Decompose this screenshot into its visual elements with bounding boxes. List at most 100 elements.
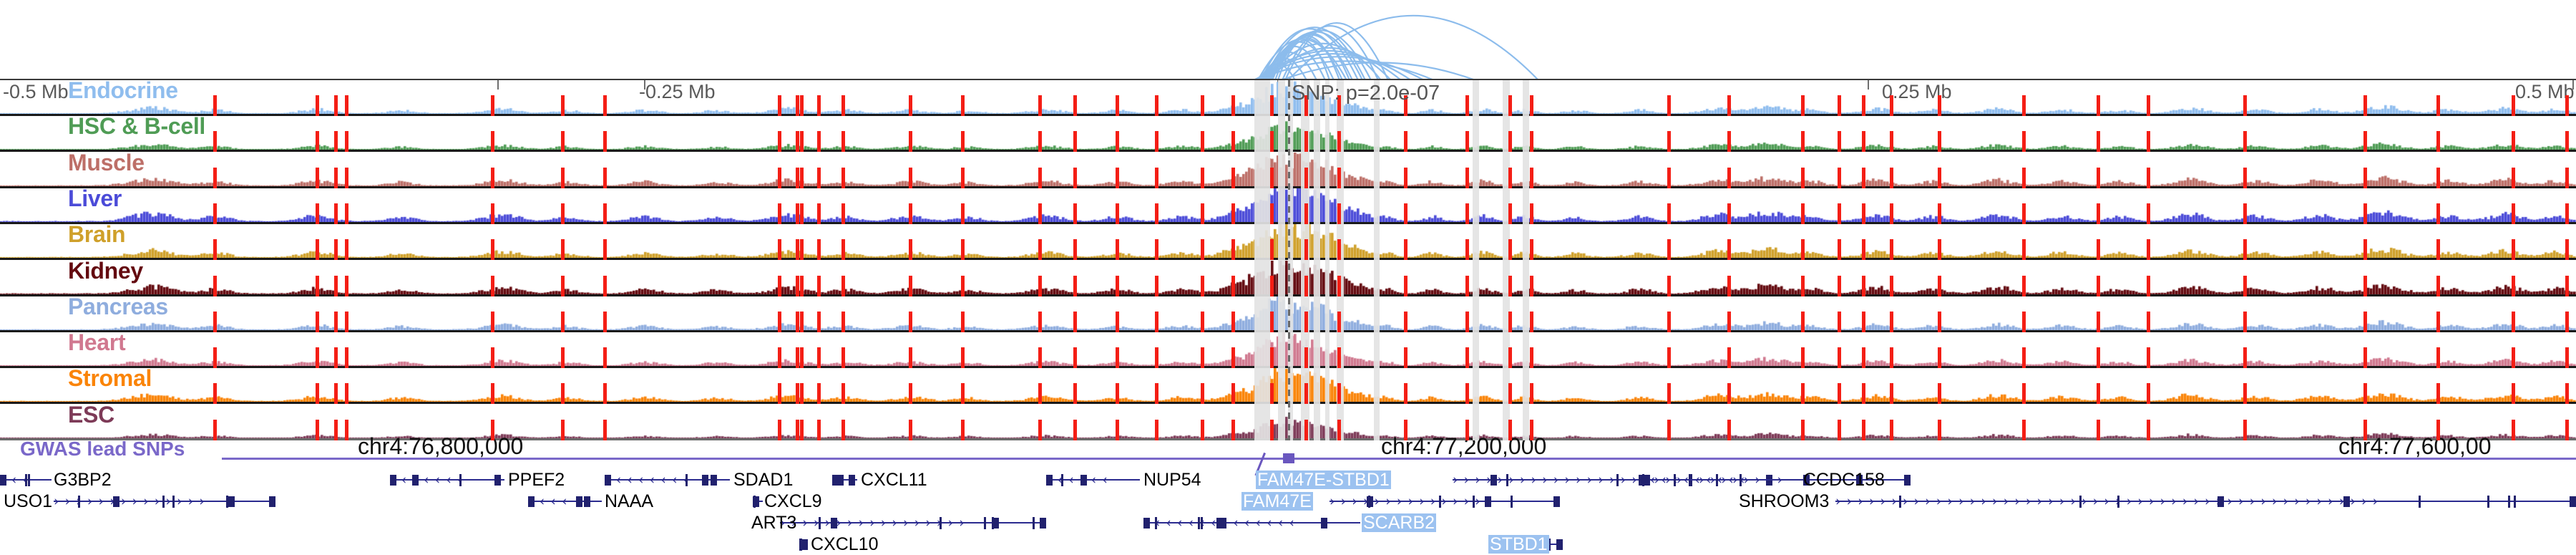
signal-track-hsc-b-cell[interactable]: HSC & B-cell [0,113,2576,153]
track-label-muscle: Muscle [68,149,145,175]
gene-terminal-exon [832,475,839,486]
gene-label-scarb2[interactable]: SCARB2 [1362,513,1437,533]
gene-exon [2079,496,2082,508]
gene-exon [1740,474,1742,486]
gene-label-fam47e-stbd1[interactable]: FAM47E-STBD1 [1256,470,1391,490]
track-label-heart: Heart [68,329,126,356]
gene-strand-arrows: › › › › › › › › › › › › › › › › › › › › … [1835,494,2379,508]
gene-label-uso1[interactable]: USO1 [4,491,53,511]
gene-scarb2[interactable]: ‹ ‹ ‹ ‹ ‹ ‹ ‹ ‹ ‹ ‹ ‹ ‹ ‹ ‹ [1143,512,1360,534]
gene-uso1[interactable]: › › › › › › › › › › › › › › [54,491,275,512]
gene-ppef2[interactable]: ‹ ‹ ‹ ‹ ‹ ‹ ‹ [390,469,504,491]
gene-exon [686,474,688,486]
gene-label-fam47e[interactable]: FAM47E [1241,491,1313,511]
gene-nup54[interactable]: ‹ ‹ ‹ ‹ ‹ ‹ [1046,469,1140,491]
gene-exon [2117,496,2119,508]
gene-exon [1155,517,1157,529]
gwas-lead-snps-track[interactable]: GWAS lead SNPs chr4:76,800,000 chr4:77,20… [0,433,2576,476]
signal-track-liver[interactable]: Liver [0,185,2576,224]
gene-g3bp2[interactable]: ‹ ‹ ‹ [0,469,52,491]
gene-label-ppef2[interactable]: PPEF2 [508,470,565,490]
gene-naaa[interactable]: ‹ ‹ ‹ ‹ [528,491,602,512]
interaction-arc [1254,53,1412,80]
signal-track-muscle[interactable]: Muscle [0,149,2576,188]
gene-exon [849,475,855,486]
gene-exon [1803,475,1810,486]
gene-terminal-exon [528,496,535,507]
gene-sdad1[interactable]: ‹ ‹ ‹ ‹ ‹ ‹ ‹ ‹ [605,469,730,491]
gene-exon [162,496,165,508]
signal-track-endocrine[interactable]: Endocrine [0,77,2576,116]
gene-label-cxcl11[interactable]: CXCL11 [861,470,927,490]
interaction-arc [1271,32,1351,80]
gene-exon [1616,474,1619,486]
signal-track-pancreas[interactable]: Pancreas [0,294,2576,332]
gene-label-g3bp2[interactable]: G3BP2 [54,470,112,490]
signal-track-brain[interactable]: Brain [0,221,2576,261]
gene-exon [113,496,119,507]
gene-label-ccdc158[interactable]: CCDC158 [1803,470,1885,490]
gene-exon [2514,496,2516,508]
gene-intron-line [54,501,275,502]
gene-intron-line [1639,479,1800,481]
gwas-lead-snp-marker[interactable] [1283,453,1294,463]
signal-histogram [0,296,2576,330]
chromatin-interaction-arcs [1253,14,1539,80]
gene-exon [1856,475,1863,486]
gene-exon [412,475,419,486]
signal-track-kidney[interactable]: Kidney [0,257,2576,296]
gene-intron-line [780,522,1046,523]
gene-intron-line [1143,522,1360,523]
gene-exon [2218,496,2224,507]
gene-art3[interactable]: › › › › › › › › › › › › › › › › › [780,512,1046,534]
gene-exon [1220,518,1226,529]
gene-label-shroom3[interactable]: SHROOM3 [1739,491,1830,511]
gene-exon [1061,474,1063,486]
gene-cxcl11[interactable]: ‹ [832,469,857,491]
gene-label-art3[interactable]: ART3 [751,513,797,533]
gene-cxcl9[interactable]: ‹ [753,491,763,512]
gene-exon [1674,474,1676,486]
gene-exon [459,474,462,486]
gene-intron-line [1330,501,1560,502]
gene-label-naaa[interactable]: NAAA [605,491,654,511]
gene-label-cxcl10[interactable]: CXCL10 [811,534,879,554]
gene-terminal-exon [2570,496,2576,507]
gene-terminal-exon [801,539,808,550]
gene-terminal-exon [1904,475,1911,486]
gene-exon [2487,496,2489,508]
gene-exon [584,496,590,507]
gene-terminal-exon [1040,518,1046,529]
signal-track-stromal[interactable]: Stromal [0,365,2576,405]
signal-track-heart[interactable]: Heart [0,329,2576,369]
track-label-kidney: Kidney [68,257,143,284]
gene-exon [1485,496,1491,507]
gene-terminal-exon [1143,518,1150,529]
gene-row: › › › › › › › › › › › › › › › › › ART3 ‹ … [0,512,2576,534]
interaction-arc [1277,39,1331,80]
gene-exon [25,474,27,486]
interaction-arc [1263,26,1366,80]
gene-strand-arrows: ‹ ‹ ‹ ‹ ‹ ‹ [1046,473,1108,487]
genomic-coordinate-label-0: chr4:76,800,000 [358,433,524,459]
gene-label-stbd1[interactable]: STBD1 [1488,534,1549,554]
track-label-esc: ESC [68,401,114,428]
gene-fam47e[interactable]: › › › › › › › › › › › › › › › [1330,491,1560,512]
gene-label-nup54[interactable]: NUP54 [1143,470,1201,490]
gene-terminal-exon [1639,475,1645,486]
interaction-arc [1284,22,1390,80]
gene-strand-arrows: › › › › › › › › › › › › › › › [1330,494,1493,508]
gene-strand-arrows: ‹ ‹ ‹ ‹ ‹ ‹ ‹ ‹ ‹ ‹ [1639,473,1746,487]
gene-exon [1201,517,1203,529]
scale-ruler [0,79,2576,80]
snp-pvalue-annotation: SNP: p=2.0e-07 [1292,82,1440,105]
gene-exon [1321,518,1327,529]
gene-exon [494,475,501,486]
gene-ccdc158[interactable]: ‹ ‹ ‹ ‹ ‹ ‹ ‹ ‹ ‹ ‹ [1639,469,1800,491]
gene-terminal-exon [1046,475,1053,486]
gene-label-cxcl9[interactable]: CXCL9 [764,491,822,511]
gene-label-sdad1[interactable]: SDAD1 [733,470,794,490]
gene-exon [576,496,582,507]
gene-shroom3[interactable]: › › › › › › › › › › › › › › › › › › › › … [1835,491,2576,512]
gene-exon [2508,496,2510,508]
